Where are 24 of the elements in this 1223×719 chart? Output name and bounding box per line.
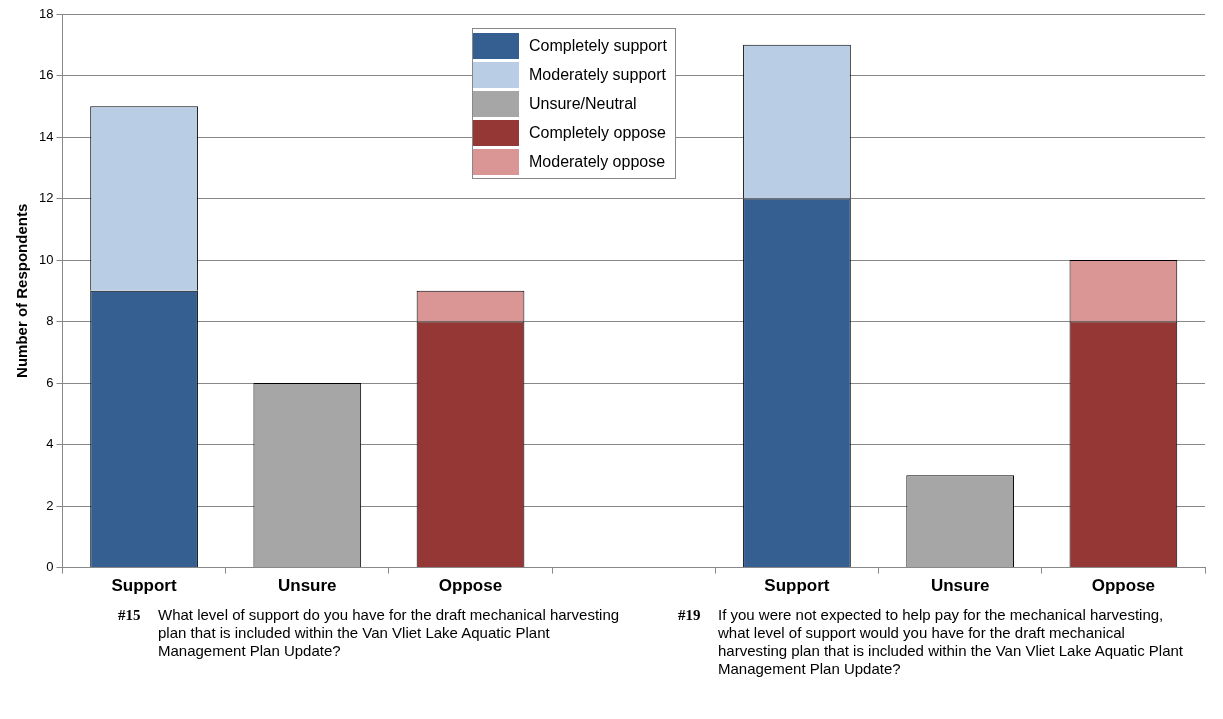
y-axis-title: Number of Respondents xyxy=(13,203,31,378)
y-tick-label: 16 xyxy=(38,67,54,83)
x-tick-label: Support xyxy=(111,576,177,596)
legend-label: Completely support xyxy=(529,36,667,55)
legend-label: Unsure/Neutral xyxy=(529,94,637,113)
legend-label: Moderately support xyxy=(529,65,666,84)
y-tick-label: 2 xyxy=(46,497,54,513)
y-tick-label: 10 xyxy=(38,251,54,267)
x-tick-label: Oppose xyxy=(438,576,503,596)
x-tick-label: Support xyxy=(764,576,830,596)
y-tick-label: 8 xyxy=(46,313,54,329)
legend-label: Completely oppose xyxy=(529,123,666,142)
y-tick-label: 12 xyxy=(38,190,54,206)
y-tick-label: 0 xyxy=(46,559,54,575)
legend-label: Moderately oppose xyxy=(529,152,666,171)
x-tick-label: Unsure xyxy=(278,576,337,596)
y-tick-label: 14 xyxy=(38,128,54,144)
x-tick-label: Unsure xyxy=(930,576,990,596)
x-tick-label: Oppose xyxy=(1091,576,1156,596)
text: #15 What level of support do you have for the draft mechanical harvesting plan that is included within the Van Vliet Lake Aquatic Plant Management Plan Update? xyxy=(118,606,621,660)
y-tick-label: 6 xyxy=(46,374,54,390)
y-tick-label: 18 xyxy=(38,5,54,21)
text: #19 If you were not expected to help pay for the mechanical harvesting, what level of support would you have for the draft mechanical harvesting plan that is included within the Van Vliet Lake Aquatic Plant Management Plan Update? xyxy=(678,606,1184,678)
y-tick-label: 4 xyxy=(46,436,54,452)
